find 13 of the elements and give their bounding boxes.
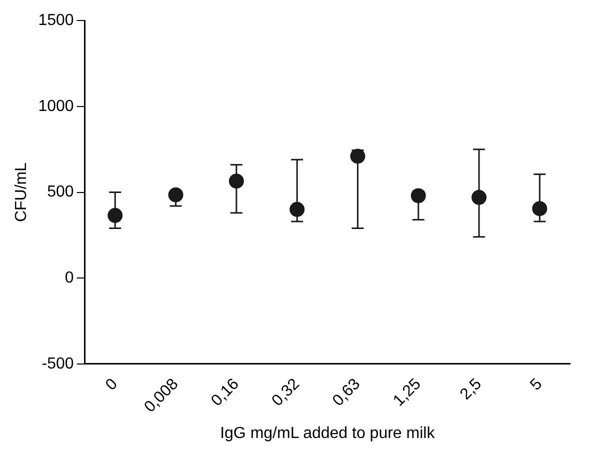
- x-tick-label: 0,32: [268, 376, 304, 410]
- y-tick-label: 1000: [38, 98, 74, 115]
- y-tick-label: 500: [47, 184, 74, 201]
- x-tick-label: 0: [102, 376, 122, 394]
- x-tick-label: 0,16: [208, 376, 242, 410]
- y-axis-title: CFU/mL: [13, 162, 30, 222]
- x-axis-title: IgG mg/mL added to pure milk: [220, 424, 436, 442]
- x-tick-label: 2,5: [457, 376, 486, 404]
- x-tick-label: 0,63: [330, 376, 364, 410]
- y-tick-label: 1500: [38, 12, 74, 30]
- y-tick-label: 0: [64, 269, 74, 286]
- y-tick-label: -500: [42, 355, 74, 372]
- x-tick-label: 5: [527, 376, 546, 394]
